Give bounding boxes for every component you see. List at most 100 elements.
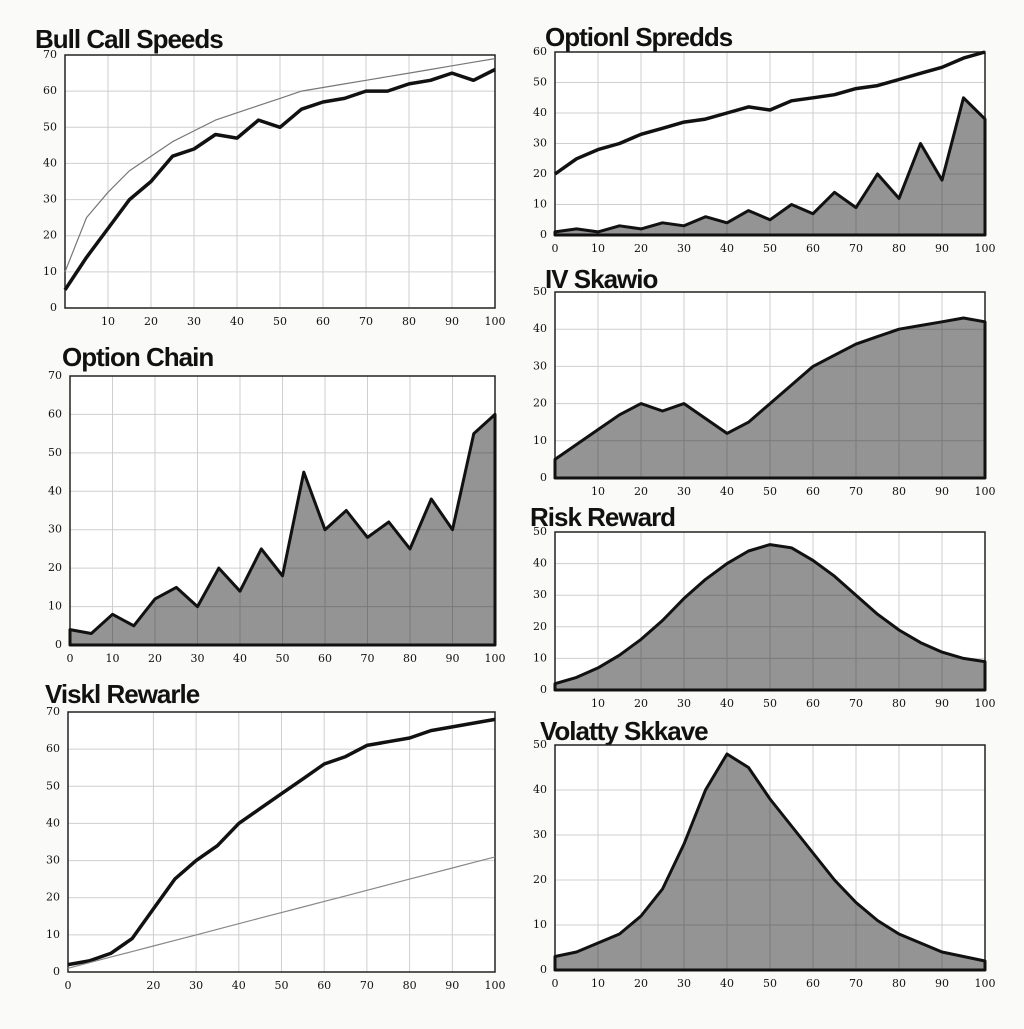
chart-title: Option Chain [62,342,213,372]
y-tick-label: 20 [46,891,60,904]
x-tick-label: 60 [318,652,332,665]
x-tick-label: 100 [975,485,996,498]
y-tick-label: 0 [540,471,547,484]
x-tick-label: 80 [892,242,906,255]
x-tick-label: 50 [275,979,289,992]
area [553,96,987,237]
x-tick-label: 90 [445,315,459,328]
x-tick-label: 80 [402,315,416,328]
y-tick-label: 60 [533,45,547,58]
x-tick-label: 10 [101,315,115,328]
y-tick-label: 60 [48,407,62,420]
x-tick-label: 90 [446,652,460,665]
y-tick-label: 20 [533,397,547,410]
x-tick-label: 10 [591,697,605,710]
y-tick-label: 40 [533,783,547,796]
x-tick-label: 10 [106,652,120,665]
area [553,752,987,972]
y-tick-label: 30 [533,588,547,601]
area [553,316,987,480]
y-tick-label: 60 [43,84,57,97]
chart-title: Volatty Skkave [540,716,708,746]
x-tick-label: 80 [892,977,906,990]
x-tick-label: 0 [552,242,559,255]
x-tick-label: 90 [445,979,459,992]
y-tick-label: 20 [533,620,547,633]
x-tick-label: 10 [591,242,605,255]
line [63,67,496,291]
y-tick-label: 20 [43,229,57,242]
chart-panel: Viskl Rewarle 0 10 20 30 40 50 60 70 0 20 30 40 50 60 7… [45,679,506,992]
x-tick-label: 50 [763,977,777,990]
x-tick-label: 60 [806,697,820,710]
x-tick-label: 40 [720,977,734,990]
y-tick-label: 30 [46,854,60,867]
chart-title: Risk Reward [530,502,675,532]
chart-panel: Bull Call Speeds 0 10 20 30 40 50 60 70 10 20 30 40 5… [35,24,506,328]
x-tick-label: 20 [148,652,162,665]
x-tick-label: 80 [403,979,417,992]
y-tick-label: 70 [46,705,60,718]
x-tick-label: 70 [359,315,373,328]
x-tick-label: 100 [975,697,996,710]
x-tick-label: 70 [361,652,375,665]
y-tick-label: 10 [48,600,62,613]
line [67,717,496,967]
y-tick-label: 0 [540,683,547,696]
x-tick-label: 0 [552,977,559,990]
chart-panel: Risk Reward 0 10 20 30 40 50 10 20 30 40 50 60 70 80 90… [530,502,996,710]
x-tick-label: 60 [806,242,820,255]
y-tick-label: 10 [46,928,60,941]
area [553,543,987,692]
x-tick-label: 40 [720,485,734,498]
line [64,58,496,273]
area [68,412,497,647]
x-tick-label: 20 [634,977,648,990]
y-tick-label: 50 [533,525,547,538]
y-tick-label: 50 [533,285,547,298]
x-tick-label: 20 [634,242,648,255]
y-tick-label: 70 [48,369,62,382]
x-tick-label: 0 [67,652,74,665]
x-tick-label: 80 [403,652,417,665]
y-tick-label: 30 [48,523,62,536]
y-tick-label: 10 [533,918,547,931]
x-tick-label: 90 [935,977,949,990]
x-tick-label: 70 [360,979,374,992]
y-tick-label: 10 [43,265,57,278]
y-tick-label: 30 [43,193,57,206]
x-tick-label: 0 [65,979,72,992]
x-tick-label: 70 [849,977,863,990]
x-tick-label: 90 [935,697,949,710]
chart-title: Bull Call Speeds [35,24,223,54]
y-tick-label: 20 [48,561,62,574]
x-tick-label: 50 [273,315,287,328]
plot-frame [67,711,496,973]
y-tick-label: 40 [43,156,57,169]
y-tick-label: 20 [533,167,547,180]
chart-panel: Option Chain 0 10 20 30 40 50 60 70 0 10 20 30 40 50 60… [48,342,506,665]
x-tick-label: 100 [485,652,506,665]
y-tick-label: 50 [533,738,547,751]
line [553,50,986,176]
y-tick-label: 0 [53,965,60,978]
y-tick-label: 50 [46,779,60,792]
y-tick-label: 30 [533,359,547,372]
x-tick-label: 70 [849,485,863,498]
x-tick-label: 40 [230,315,244,328]
x-tick-label: 10 [591,485,605,498]
x-tick-label: 50 [763,485,777,498]
y-tick-label: 0 [540,963,547,976]
x-tick-label: 100 [485,979,506,992]
y-tick-label: 40 [533,106,547,119]
x-tick-label: 20 [144,315,158,328]
chart-panel: IV Skawio 0 10 20 30 40 50 10 20 30 40 50 60 70 80 90 10… [533,264,996,498]
x-tick-label: 100 [975,242,996,255]
x-tick-label: 80 [892,697,906,710]
x-tick-label: 100 [975,977,996,990]
y-tick-label: 60 [46,742,60,755]
y-tick-label: 30 [533,828,547,841]
x-tick-label: 60 [317,979,331,992]
x-tick-label: 40 [720,242,734,255]
